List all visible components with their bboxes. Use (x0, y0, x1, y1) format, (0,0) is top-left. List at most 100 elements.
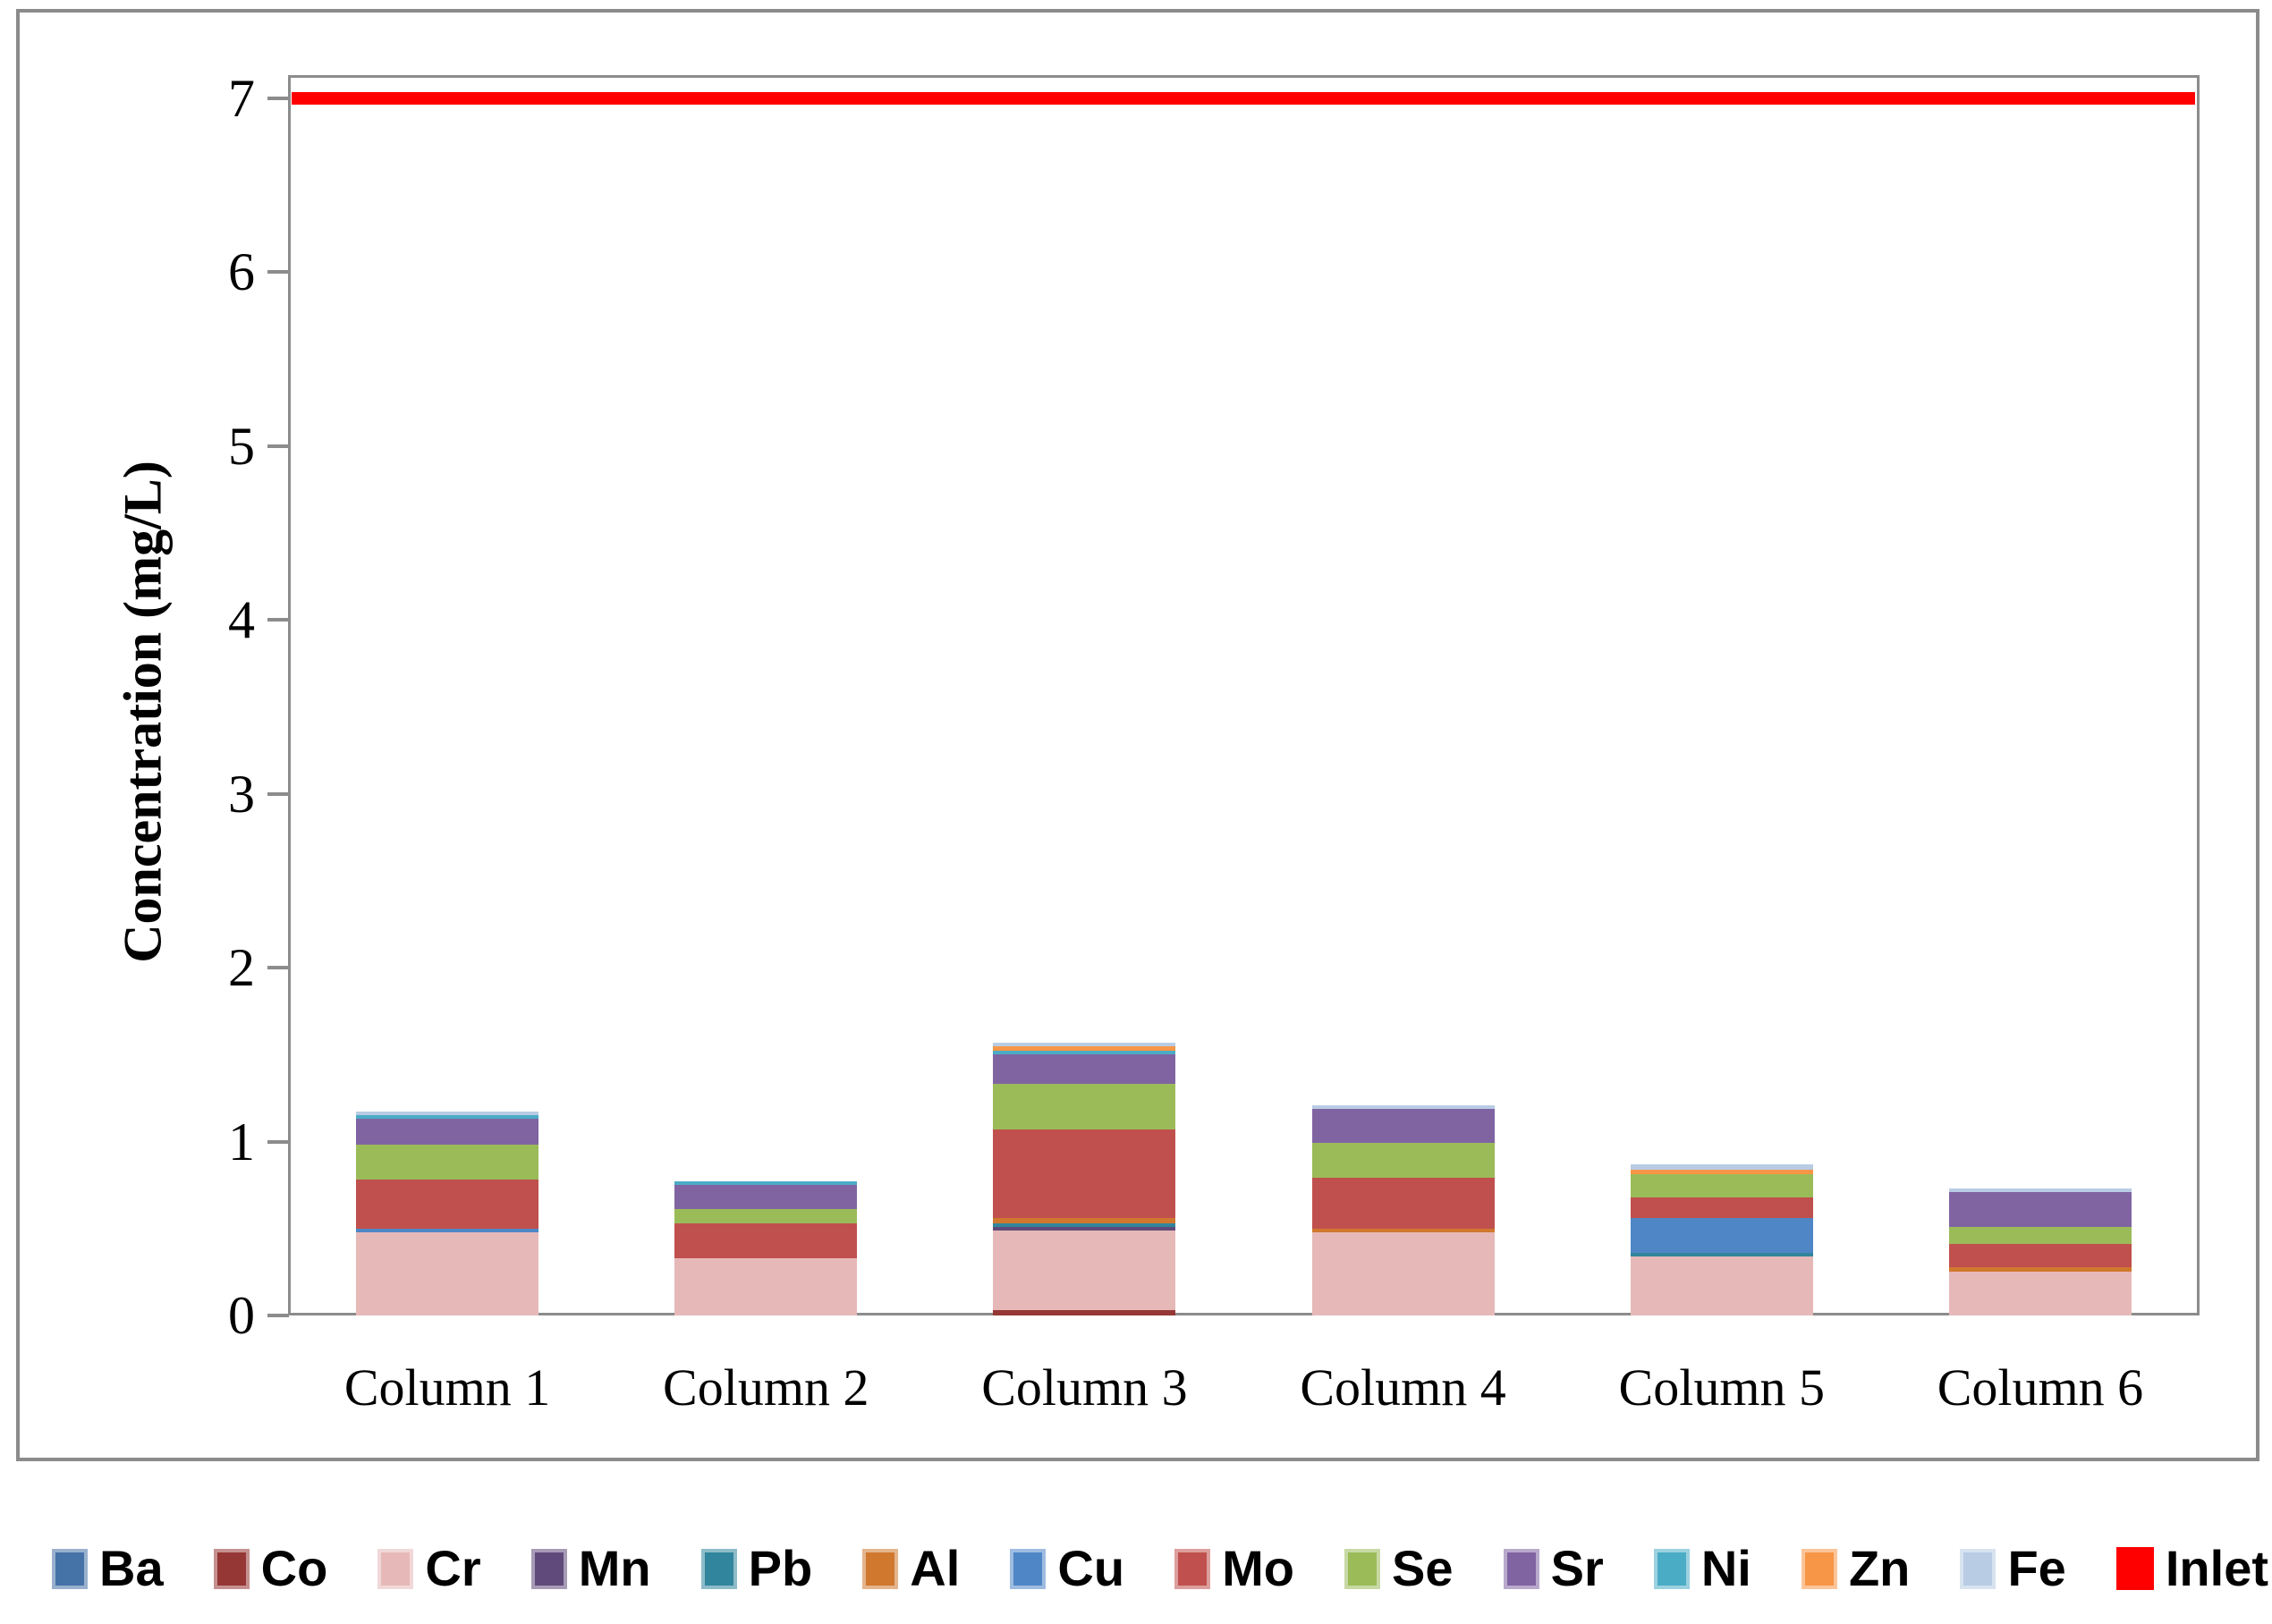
legend-item-ba: Ba (52, 1542, 164, 1595)
y-axis-tick (267, 1139, 289, 1144)
legend-label-fe: Fe (2007, 1540, 2066, 1596)
legend-swatch-mo (1174, 1548, 1211, 1589)
bar-segment-mo-3 (993, 1129, 1176, 1219)
legend-item-pb: Pb (700, 1540, 813, 1596)
bar-segment-fe-6 (1948, 1188, 2132, 1192)
bar-segment-mo-6 (1948, 1244, 2132, 1267)
legend-item-mn: Mn (530, 1540, 651, 1596)
y-axis-tick-label: 2 (228, 938, 255, 997)
bar-segment-cr-5 (1630, 1256, 1813, 1315)
x-axis-category-label: Column 6 (1937, 1358, 2144, 1417)
legend-label-se: Se (1392, 1540, 1454, 1596)
legend-label-zn: Zn (1848, 1540, 1911, 1596)
bar-segment-sr-1 (356, 1119, 539, 1146)
legend-label-inlet: Inlet (2165, 1540, 2268, 1596)
bar-segment-se-3 (993, 1084, 1176, 1129)
bar-segment-cr-4 (1311, 1231, 1495, 1315)
bar-segment-al-3 (993, 1218, 1176, 1223)
legend-label-mo: Mo (1222, 1540, 1294, 1596)
x-axis-category-label: Column 1 (343, 1358, 551, 1417)
legend-item-zn: Zn (1801, 1542, 1910, 1595)
bar-segment-ni-2 (674, 1181, 858, 1186)
legend-item-cr: Cr (377, 1540, 481, 1596)
bar-segment-se-4 (1311, 1143, 1495, 1179)
legend-label-co: Co (260, 1540, 328, 1596)
legend-item-sr: Sr (1503, 1540, 1604, 1596)
legend-item-mo: Mo (1174, 1542, 1294, 1595)
x-axis-category-label: Column 2 (663, 1358, 869, 1417)
bar-segment-mo-2 (674, 1222, 858, 1258)
y-axis-tick-label: 1 (228, 1112, 255, 1171)
legend-item-co: Co (213, 1540, 328, 1596)
bar-segment-fe-3 (993, 1042, 1176, 1046)
bar-segment-se-1 (356, 1145, 539, 1180)
legend-swatch-co (213, 1548, 250, 1589)
bar-segment-mo-5 (1630, 1197, 1813, 1219)
bar-segment-co-3 (993, 1310, 1176, 1315)
y-axis-tick (267, 96, 289, 100)
y-axis-tick (267, 966, 289, 969)
legend-item-cu: Cu (1010, 1542, 1124, 1595)
bar-segment-zn-5 (1630, 1169, 1813, 1175)
bar-segment-ni-3 (993, 1051, 1176, 1055)
y-axis-tick (267, 791, 289, 796)
bar-segment-pb-5 (1630, 1252, 1813, 1256)
x-axis-category-label: Column 4 (1300, 1358, 1506, 1417)
y-axis-tick-label: 3 (228, 764, 255, 824)
bar-segment-mn-3 (993, 1226, 1176, 1231)
legend-swatch-pb (700, 1548, 737, 1589)
legend-item-al: Al (862, 1542, 960, 1595)
legend-swatch-inlet (2115, 1547, 2154, 1590)
bar-segment-al-4 (1311, 1228, 1495, 1232)
legend-swatch-cr (377, 1548, 414, 1589)
legend-label-sr: Sr (1550, 1540, 1604, 1596)
bar-segment-pb-3 (993, 1222, 1176, 1227)
bar-segment-mo-1 (356, 1180, 539, 1229)
bar-segment-cu-1 (356, 1228, 539, 1232)
legend-swatch-cu (1010, 1548, 1047, 1589)
y-axis-tick (267, 1314, 289, 1317)
legend-item-fe: Fe (1960, 1540, 2066, 1596)
legend-swatch-ni (1653, 1548, 1690, 1589)
bar-segment-mo-4 (1311, 1178, 1495, 1229)
legend-swatch-ba (52, 1548, 88, 1589)
bar-segment-cr-1 (356, 1231, 539, 1315)
bar-segment-fe-5 (1630, 1163, 1813, 1170)
y-axis-tick (267, 618, 289, 622)
bar-segment-sr-2 (674, 1185, 858, 1210)
y-axis-tick-label: 4 (228, 590, 255, 649)
y-axis-tick (267, 270, 289, 274)
bar-segment-fe-1 (356, 1112, 539, 1116)
bar-segment-sr-6 (1948, 1191, 2132, 1227)
y-axis-tick-label: 5 (228, 416, 255, 476)
y-axis-tick-label: 0 (228, 1286, 255, 1345)
x-axis-category-label: Column 5 (1618, 1358, 1825, 1417)
legend-swatch-zn (1801, 1548, 1837, 1589)
bar-segment-cr-3 (993, 1230, 1176, 1311)
legend-item-se: Se (1344, 1542, 1454, 1595)
legend-item-ni: Ni (1653, 1540, 1751, 1596)
bar-segment-zn-3 (993, 1045, 1176, 1052)
legend-label-ba: Ba (99, 1540, 164, 1596)
bar-segment-fe-4 (1311, 1104, 1495, 1109)
legend-item-inlet: Inlet (2115, 1540, 2268, 1596)
legend-label-ni: Ni (1700, 1540, 1751, 1596)
legend-swatch-se (1344, 1548, 1381, 1589)
legend: Ba Co Cr Mn Pb Al Cu Mo Se Sr Ni Zn Fe Inlet (52, 1526, 2268, 1611)
bar-segment-sr-3 (993, 1054, 1176, 1085)
legend-label-mn: Mn (578, 1540, 651, 1596)
legend-label-cr: Cr (425, 1540, 481, 1596)
plot-area (288, 75, 2200, 1315)
legend-swatch-sr (1503, 1548, 1539, 1589)
legend-label-pb: Pb (748, 1540, 813, 1596)
bar-segment-ni-1 (356, 1115, 539, 1120)
legend-swatch-fe (1960, 1548, 1996, 1589)
inlet-reference-line (292, 91, 2195, 105)
x-axis-category-label: Column 3 (981, 1358, 1188, 1417)
bar-segment-se-2 (674, 1209, 858, 1223)
y-axis-tick (267, 444, 289, 448)
bar-segment-cr-2 (674, 1257, 858, 1315)
bar-segment-se-5 (1630, 1174, 1813, 1197)
legend-swatch-al (862, 1548, 899, 1589)
